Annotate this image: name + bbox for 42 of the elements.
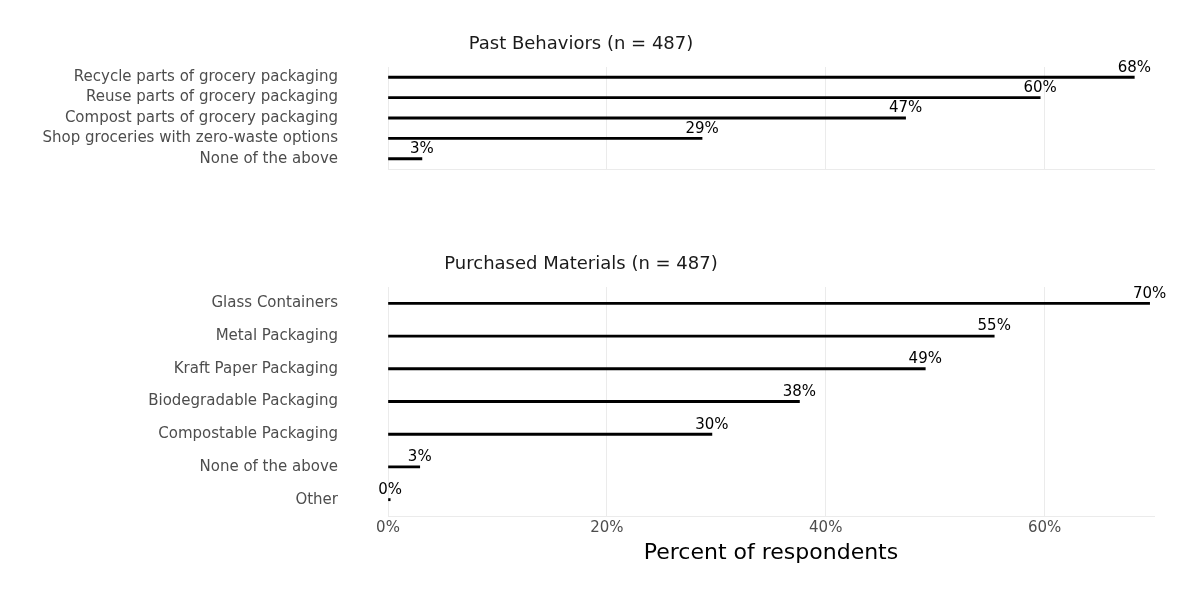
bar bbox=[388, 334, 995, 338]
data-label: 47% bbox=[888, 98, 923, 117]
bar bbox=[388, 75, 1135, 79]
data-label: 70% bbox=[1132, 283, 1167, 302]
data-label: 68% bbox=[1117, 57, 1151, 76]
bar bbox=[388, 136, 703, 140]
x-tick-label: 0% bbox=[376, 517, 400, 536]
bar bbox=[388, 367, 926, 371]
y-tick-label: Glass Containers bbox=[211, 293, 339, 312]
data-label: 0% bbox=[378, 480, 403, 499]
y-tick-label: None of the above bbox=[199, 456, 338, 475]
data-label: 3% bbox=[410, 139, 434, 158]
data-label: 30% bbox=[695, 414, 729, 433]
y-tick-label: Compostable Packaging bbox=[158, 424, 338, 443]
y-tick-label: Compost parts of grocery packaging bbox=[64, 107, 338, 126]
data-label: 38% bbox=[782, 381, 817, 400]
y-tick-label: Shop groceries with zero-waste options bbox=[42, 128, 339, 147]
x-axis-title: Percent of respondents bbox=[643, 538, 899, 564]
bar bbox=[388, 157, 423, 161]
y-tick-label: Other bbox=[295, 489, 339, 508]
y-tick-label: Recycle parts of grocery packaging bbox=[73, 67, 338, 86]
bar bbox=[388, 301, 1150, 305]
x-tick-label: 20% bbox=[590, 517, 624, 536]
x-tick-label: 40% bbox=[809, 517, 843, 536]
y-tick-label: None of the above bbox=[199, 148, 338, 167]
chart-title: Past Behaviors (n = 487) bbox=[468, 31, 694, 53]
data-label: 49% bbox=[908, 349, 942, 368]
chart-title: Purchased Materials (n = 487) bbox=[444, 251, 718, 273]
data-label: 60% bbox=[1023, 77, 1057, 96]
bar bbox=[388, 432, 713, 436]
bar bbox=[388, 400, 800, 403]
y-tick-label: Kraft Paper Packaging bbox=[173, 358, 338, 377]
bar bbox=[388, 465, 421, 469]
bar bbox=[388, 96, 1041, 100]
y-tick-label: Biodegradable Packaging bbox=[148, 391, 338, 410]
data-label: 29% bbox=[685, 118, 719, 137]
x-tick-label: 60% bbox=[1027, 517, 1062, 536]
y-tick-label: Metal Packaging bbox=[215, 325, 338, 344]
y-tick-label: Reuse parts of grocery packaging bbox=[86, 87, 338, 106]
data-label: 3% bbox=[407, 447, 432, 466]
data-label: 55% bbox=[977, 316, 1011, 335]
bar bbox=[388, 498, 391, 502]
